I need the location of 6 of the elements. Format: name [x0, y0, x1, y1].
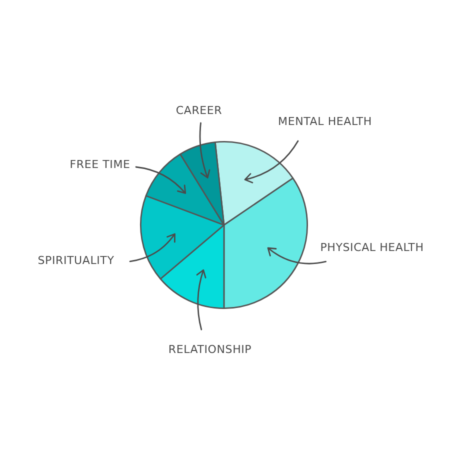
slice-label: SPIRITUALITY [38, 254, 114, 267]
slice-label: CAREER [176, 104, 222, 117]
slice-label: PHYSICAL HEALTH [320, 240, 424, 254]
slice-label: RELATIONSHIP [168, 342, 252, 356]
slice-label: MENTAL HEALTH [278, 114, 372, 128]
slice-label: FREE TIME [70, 158, 130, 171]
